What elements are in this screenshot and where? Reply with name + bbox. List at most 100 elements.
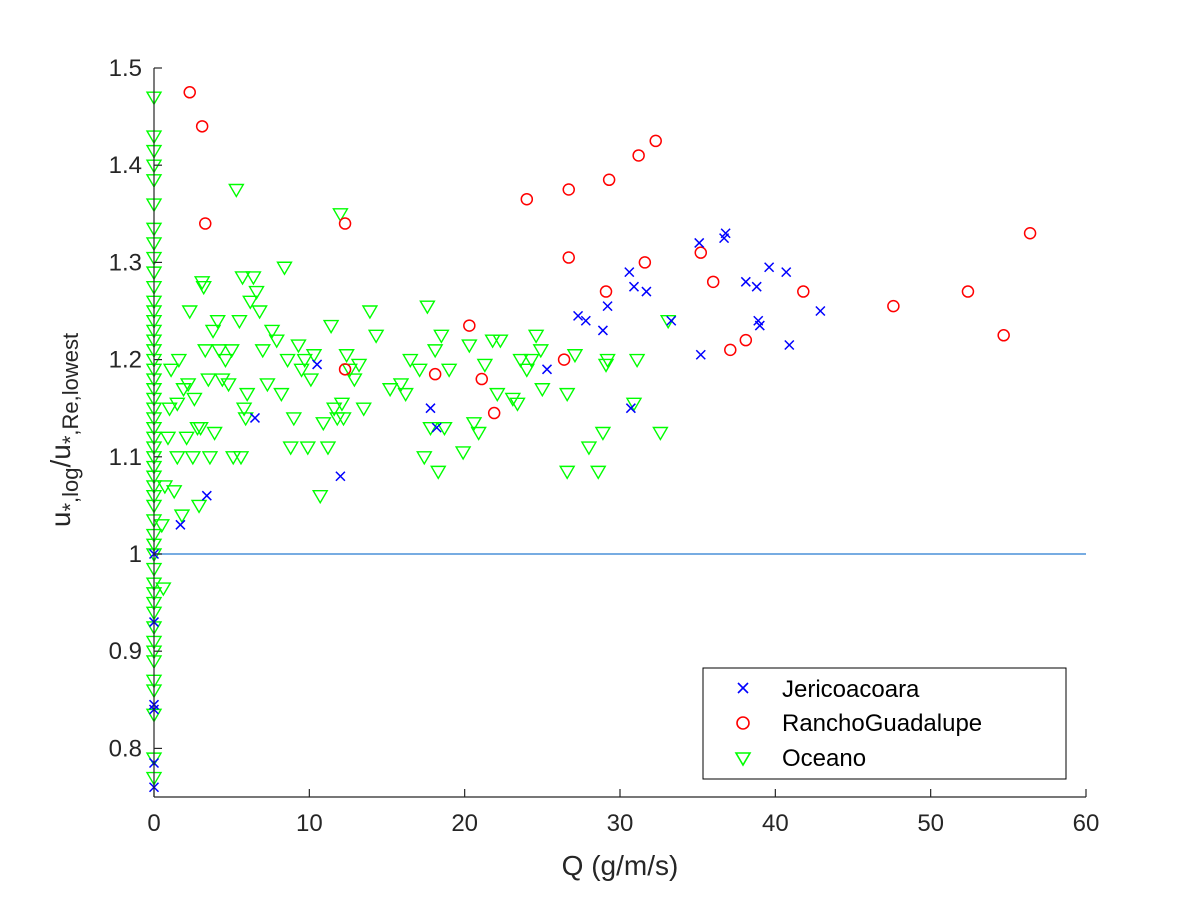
- point-oceano: [232, 451, 250, 466]
- point-oceano: [346, 373, 363, 388]
- point-oceano: [419, 300, 436, 315]
- point-ranchoguadalupe: [632, 149, 645, 162]
- point-jericoacoara: [573, 310, 584, 321]
- point-oceano: [333, 397, 351, 412]
- point-oceano: [302, 373, 320, 388]
- x-tick-label: 0: [147, 810, 160, 837]
- point-jericoacoara: [764, 262, 775, 273]
- point-oceano: [169, 451, 186, 466]
- point-oceano: [165, 485, 183, 500]
- point-jericoacoara: [666, 315, 677, 326]
- point-oceano: [527, 329, 545, 344]
- point-ranchoguadalupe: [520, 192, 534, 206]
- point-jericoacoara: [754, 320, 765, 331]
- point-oceano: [411, 363, 428, 378]
- point-oceano: [234, 271, 251, 286]
- point-oceano: [299, 441, 316, 456]
- point-oceano: [228, 183, 245, 198]
- point-oceano: [361, 305, 379, 320]
- point-oceano: [597, 358, 615, 373]
- point-jericoacoara: [312, 359, 323, 370]
- point-oceano: [512, 353, 529, 368]
- x-axis-label: Q (g/m/s): [562, 850, 679, 881]
- y-axis-label-base: u: [45, 512, 76, 528]
- x-tick-label: 20: [451, 810, 478, 837]
- point-jericoacoara: [628, 281, 640, 292]
- point-oceano: [268, 334, 285, 349]
- point-oceano: [206, 426, 223, 441]
- point-oceano: [590, 465, 607, 480]
- point-oceano: [392, 378, 410, 393]
- point-jericoacoara: [695, 349, 706, 360]
- legend-label-oceano: Oceano: [782, 745, 866, 772]
- x-tick-label: 60: [1073, 810, 1100, 837]
- point-oceano: [290, 339, 307, 354]
- point-oceano: [492, 334, 509, 349]
- point-ranchoguadalupe: [724, 343, 737, 357]
- point-oceano: [367, 329, 385, 344]
- point-ranchoguadalupe: [887, 299, 900, 313]
- point-oceano: [159, 431, 177, 446]
- y-axis-label-slash: /u: [45, 444, 76, 467]
- point-oceano: [179, 378, 197, 393]
- point-ranchoguadalupe: [638, 256, 652, 269]
- point-ranchoguadalupe: [562, 183, 575, 196]
- point-jericoacoara: [580, 315, 591, 326]
- point-ranchoguadalupe: [487, 406, 501, 420]
- y-tick-label: 1.5: [109, 55, 142, 82]
- y-ticks: 0.8 0.9 1 1.1 1.2 1.3 1.4 1.5: [109, 55, 162, 762]
- point-oceano: [335, 412, 352, 427]
- legend-symbol-jericoacoara: [737, 682, 749, 694]
- point-oceano: [220, 378, 237, 393]
- point-oceano: [192, 421, 209, 437]
- point-ranchoguadalupe: [649, 134, 662, 148]
- point-ranchoguadalupe: [338, 363, 352, 376]
- point-oceano: [397, 387, 414, 403]
- point-ranchoguadalupe: [706, 275, 720, 289]
- point-oceano: [223, 344, 240, 359]
- point-oceano: [178, 431, 195, 446]
- y-axis-label-sub2: *,Re,lowest: [58, 333, 83, 444]
- point-oceano: [355, 402, 372, 417]
- y-axis-label-sub1: *,log: [58, 468, 83, 512]
- point-oceano: [454, 446, 472, 461]
- y-tick-label: 1.2: [109, 347, 142, 374]
- point-oceano: [422, 421, 439, 437]
- point-oceano: [211, 344, 228, 359]
- legend-label-ranchoguadalupe: RanchoGuadalupe: [782, 710, 982, 737]
- legend-label-jericoacoara: Jericoacoara: [782, 676, 920, 703]
- point-oceano: [416, 451, 433, 466]
- point-oceano: [204, 324, 222, 339]
- point-oceano: [238, 387, 256, 403]
- point-jericoacoara: [720, 228, 731, 239]
- series-oceano: [145, 91, 677, 786]
- x-ticks: 0 10 20 30 40 50 60: [147, 789, 1099, 837]
- point-oceano: [251, 305, 268, 320]
- point-oceano: [190, 499, 208, 514]
- point-oceano: [341, 363, 358, 378]
- point-oceano: [465, 417, 483, 432]
- point-ranchoguadalupe: [997, 329, 1010, 342]
- point-ranchoguadalupe: [475, 372, 489, 386]
- axes: 0 10 20 30 40 50 60 0.8 0.9 1 1.1 1.2 1.3 1.4 1.5: [109, 55, 1100, 837]
- point-oceano: [161, 402, 178, 417]
- point-jericoacoara: [694, 237, 705, 248]
- point-oceano: [332, 208, 349, 223]
- point-ranchoguadalupe: [599, 285, 613, 298]
- point-ranchoguadalupe: [338, 217, 352, 230]
- point-jericoacoara: [425, 403, 436, 414]
- point-jericoacoara: [175, 519, 186, 530]
- point-oceano: [200, 373, 217, 388]
- point-oceano: [293, 363, 310, 378]
- point-oceano: [350, 358, 368, 373]
- point-jericoacoara: [597, 325, 608, 336]
- point-oceano: [193, 276, 211, 291]
- point-jericoacoara: [625, 403, 636, 414]
- point-oceano: [440, 363, 458, 378]
- point-ranchoguadalupe: [463, 319, 476, 332]
- y-tick-label: 1.1: [109, 444, 142, 471]
- point-oceano: [197, 344, 214, 359]
- legend-symbol-ranchoguadalupe: [736, 716, 750, 730]
